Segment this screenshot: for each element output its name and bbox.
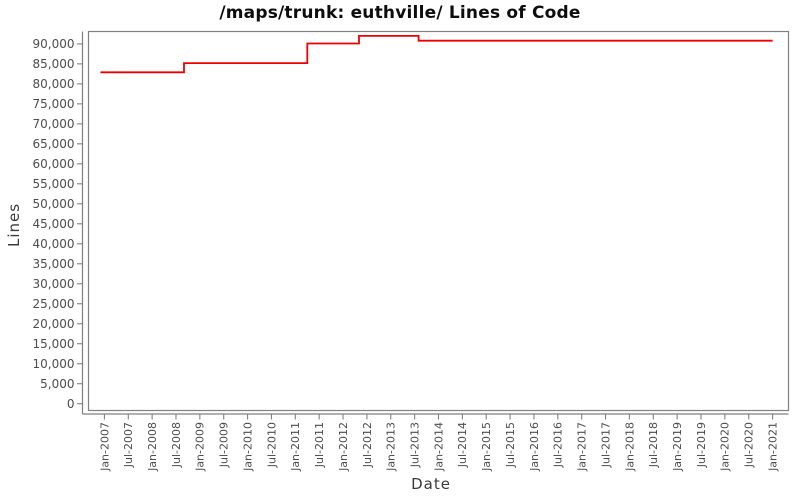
x-tick-label: Jan-2012 — [337, 422, 350, 472]
x-tick-label: Jul-2017 — [599, 422, 612, 468]
y-tick-label: 80,000 — [33, 77, 75, 91]
x-tick-label: Jan-2007 — [98, 422, 111, 472]
y-tick-label: 85,000 — [33, 57, 75, 71]
y-tick-label: 5,000 — [40, 377, 74, 391]
x-tick-label: Jul-2016 — [552, 422, 565, 468]
y-tick-label: 15,000 — [33, 337, 75, 351]
x-tick-label: Jan-2020 — [719, 422, 732, 472]
y-tick-label: 70,000 — [33, 117, 75, 131]
y-tick-label: 65,000 — [33, 137, 75, 151]
x-tick-label: Jan-2010 — [241, 422, 254, 472]
x-tick-label: Jan-2013 — [385, 422, 398, 472]
x-tick-label: Jan-2017 — [576, 422, 589, 472]
y-tick-label: 90,000 — [33, 37, 75, 51]
x-tick-label: Jan-2011 — [289, 422, 302, 472]
y-tick-label: 55,000 — [33, 177, 75, 191]
y-tick-label: 50,000 — [33, 197, 75, 211]
x-tick-label: Jan-2016 — [528, 422, 541, 472]
x-tick-label: Jul-2010 — [265, 422, 278, 468]
x-tick-label: Jul-2007 — [122, 422, 135, 468]
x-tick-label: Jan-2008 — [146, 422, 159, 472]
x-tick-label: Jan-2019 — [671, 422, 684, 472]
x-tick-label: Jan-2014 — [432, 422, 445, 472]
x-tick-label: Jul-2011 — [313, 422, 326, 468]
x-tick-label: Jul-2009 — [218, 422, 231, 468]
x-tick-label: Jan-2021 — [766, 422, 779, 472]
loc-series-line — [100, 35, 773, 74]
x-tick-label: Jul-2019 — [695, 422, 708, 468]
plot-border — [87, 30, 790, 412]
x-tick-label: Jan-2015 — [480, 422, 493, 472]
y-tick-label: 75,000 — [33, 97, 75, 111]
x-tick-label: Jul-2018 — [647, 422, 660, 468]
y-tick-label: 10,000 — [33, 357, 75, 371]
x-tick-label: Jul-2015 — [504, 422, 517, 468]
x-tick-label: Jul-2012 — [361, 422, 374, 468]
x-tick-label: Jan-2009 — [194, 422, 207, 472]
y-tick-label: 20,000 — [33, 317, 75, 331]
x-tick-label: Jul-2020 — [743, 422, 756, 468]
chart-title: /maps/trunk: euthville/ Lines of Code — [219, 3, 581, 23]
y-tick-label: 0 — [67, 397, 75, 411]
y-tick-label: 60,000 — [33, 157, 75, 171]
x-axis-title: Date — [411, 475, 451, 493]
y-tick-label: 25,000 — [33, 297, 75, 311]
y-tick-label: 35,000 — [33, 257, 75, 271]
x-tick-label: Jan-2018 — [623, 422, 636, 472]
y-tick-label: 30,000 — [33, 277, 75, 291]
x-tick-label: Jul-2013 — [408, 422, 421, 468]
x-tick-label: Jul-2014 — [456, 422, 469, 468]
y-tick-label: 45,000 — [33, 217, 75, 231]
x-tick-label: Jul-2008 — [170, 422, 183, 468]
y-tick-label: 40,000 — [33, 237, 75, 251]
